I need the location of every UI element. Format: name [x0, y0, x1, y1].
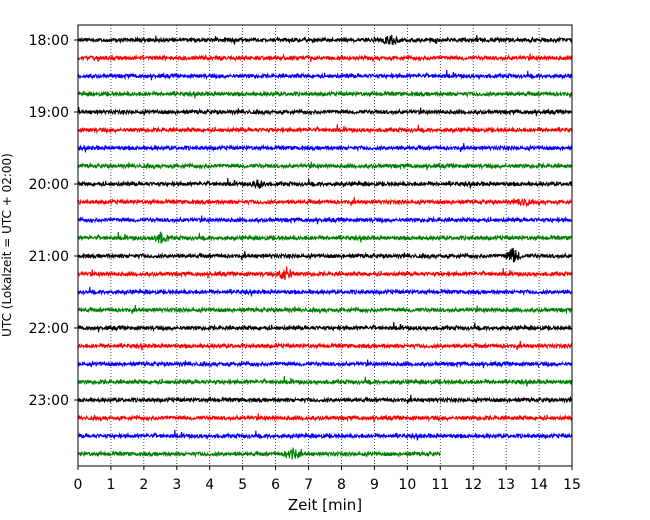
- x-tick-label: 8: [337, 477, 346, 493]
- x-tick-label: 0: [74, 477, 83, 493]
- x-tick-label: 12: [464, 477, 482, 493]
- x-tick-label: 7: [304, 477, 313, 493]
- trace-1800: [77, 34, 573, 46]
- trace-2245: [77, 376, 573, 387]
- y-tick-label: 18:00: [29, 33, 69, 49]
- trace-2300: [77, 395, 573, 404]
- trace-2000: [77, 178, 573, 189]
- y-axis-ticks: 18:00 19:00 20:00 21:00 22:00 23:00: [29, 33, 78, 409]
- x-tick-label: 4: [205, 477, 214, 493]
- x-tick-label: 1: [106, 477, 115, 493]
- trace-2100: [77, 247, 573, 263]
- x-tick-label: 11: [431, 477, 449, 493]
- y-tick-label: 21:00: [29, 249, 69, 265]
- x-tick-label: 6: [271, 477, 280, 493]
- trace-2030: [77, 215, 573, 225]
- trace-2045: [77, 231, 573, 244]
- trace-2130: [77, 286, 573, 297]
- trace-2145: [77, 305, 573, 315]
- trace-1900: [77, 107, 573, 117]
- y-tick-label: 22:00: [29, 321, 69, 337]
- x-axis-ticks: 0 1 2 3 4 5 6 7 8 9 10 11 12 13 14 15: [74, 466, 581, 493]
- trace-2315: [77, 413, 573, 423]
- x-tick-label: 5: [238, 477, 247, 493]
- trace-2015: [77, 197, 573, 208]
- trace-2345: [77, 446, 441, 460]
- x-tick-label: 2: [139, 477, 148, 493]
- y-tick-label: 23:00: [29, 393, 69, 409]
- x-tick-label: 14: [530, 477, 548, 493]
- trace-1815: [77, 52, 573, 63]
- trace-2200: [77, 322, 573, 333]
- x-axis-label: Zeit [min]: [288, 496, 362, 514]
- y-tick-label: 20:00: [29, 177, 69, 193]
- x-tick-label: 3: [172, 477, 181, 493]
- x-tick-label: 9: [370, 477, 379, 493]
- seismogram-traces: [77, 34, 573, 460]
- plot-frame: [77, 24, 573, 467]
- x-tick-label: 13: [497, 477, 515, 493]
- trace-1915: [77, 124, 573, 135]
- trace-2330: [77, 430, 573, 441]
- x-tick-label: 15: [563, 477, 581, 493]
- trace-2115: [77, 266, 573, 280]
- x-tick-label: 10: [398, 477, 416, 493]
- trace-1930: [77, 143, 573, 153]
- y-tick-label: 19:00: [29, 105, 69, 121]
- y-axis-label: UTC (Lokalzeit = UTC + 02:00): [0, 153, 14, 337]
- trace-1945: [77, 161, 573, 171]
- trace-2230: [77, 359, 573, 369]
- trace-2215: [77, 341, 573, 351]
- trace-1845: [77, 89, 573, 99]
- trace-1830: [77, 70, 573, 81]
